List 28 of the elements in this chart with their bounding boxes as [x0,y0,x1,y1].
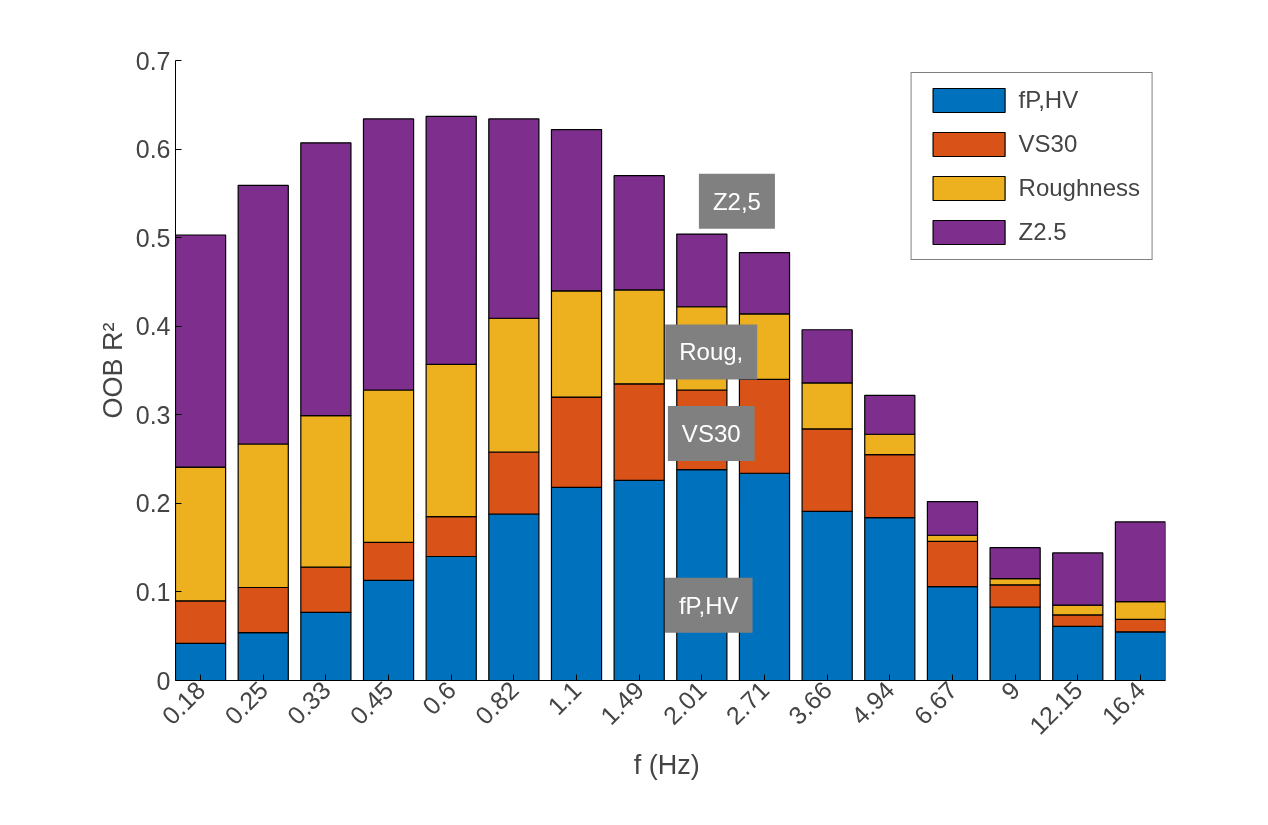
y-tick-label: 0.6 [135,135,171,164]
x-tick-label: 9 [995,675,1026,706]
legend-label: Roughness [1018,174,1140,202]
annotation: fP,HV [678,591,739,619]
x-tick-label: 0.82 [469,675,524,730]
y-tick-label: 0.2 [135,489,171,518]
annotation: Z2,5 [712,187,761,215]
annotation: VS30 [681,419,741,447]
x-tick-label: 1.1 [542,675,587,720]
y-tick-label: 0.3 [135,400,171,429]
x-tick-label: 4.94 [845,675,900,730]
x-tick-label: 6.67 [908,675,963,730]
x-tick-label: 0.33 [281,675,336,730]
legend-label: Z2.5 [1018,218,1067,246]
x-tick-label: 2.01 [657,675,712,730]
y-tick-label: 0.7 [135,46,171,75]
y-tick-label: 0.1 [135,577,171,606]
y-tick-label: 0.5 [135,223,171,252]
legend-label: VS30 [1018,130,1078,158]
x-axis-title: f (Hz) [633,750,700,781]
x-tick-label: 1.49 [594,675,650,730]
legend-label: fP,HV [1018,86,1079,114]
x-tick-label: 3.66 [782,675,838,730]
y-axis-title: OOB R² [97,322,128,419]
x-tick-label: 0.6 [416,675,462,720]
x-tick-label: 2.71 [720,675,775,730]
y-tick-label: 0.4 [135,312,171,341]
annotation: Roug, [679,338,744,366]
